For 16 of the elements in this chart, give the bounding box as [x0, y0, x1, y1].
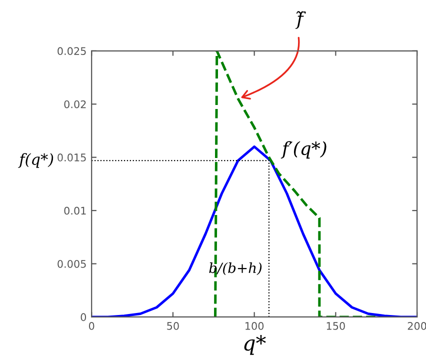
y-tick-label: 0.005 [58, 260, 86, 268]
ref-line-label: f(q*) [18, 153, 54, 168]
x-tick-label: 150 [326, 322, 345, 330]
y-tick-label: 0 [80, 313, 86, 322]
x-tick-label: 50 [167, 322, 179, 330]
y-tick-label: 0.015 [58, 154, 86, 162]
y-tick-label: 0.01 [64, 206, 86, 215]
y-tick-label: 0.02 [64, 100, 86, 108]
annotation: f′(q*) [280, 141, 326, 159]
ref-line-label: b/(b+h) [209, 262, 262, 276]
annotation: f̃ [295, 11, 306, 29]
x-tick-label: 0 [88, 322, 94, 330]
y-tick-label: 0.025 [58, 47, 86, 56]
x-tick-label: 200 [408, 322, 426, 330]
x-axis-title: q* [244, 335, 266, 355]
x-tick-label: 100 [246, 322, 264, 330]
